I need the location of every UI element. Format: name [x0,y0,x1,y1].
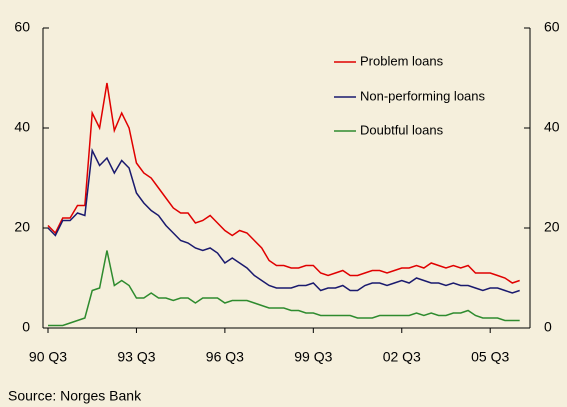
x-tick-label: 96 Q3 [206,349,244,365]
y2-tick-label: 40 [544,119,560,135]
y2-tick-label: 0 [544,319,552,335]
y-tick-label: 60 [14,19,30,35]
y2-tick-label: 60 [544,19,560,35]
legend-label: Problem loans [360,53,444,68]
y2-tick-label: 20 [544,219,560,235]
legend-label: Non-performing loans [360,88,486,103]
y-tick-label: 40 [14,119,30,135]
x-tick-label: 93 Q3 [117,349,155,365]
x-tick-label: 02 Q3 [383,349,421,365]
series-line [47,147,520,294]
x-tick-label: 05 Q3 [471,349,509,365]
x-tick-label: 90 Q3 [29,349,67,365]
source-note: Source: Norges Bank [8,388,142,404]
x-tick-label: 99 Q3 [294,349,332,365]
series-line [48,250,520,327]
series-line [47,82,520,284]
y-tick-label: 0 [22,319,30,335]
legend-label: Doubtful loans [360,122,444,137]
y-tick-label: 20 [14,219,30,235]
